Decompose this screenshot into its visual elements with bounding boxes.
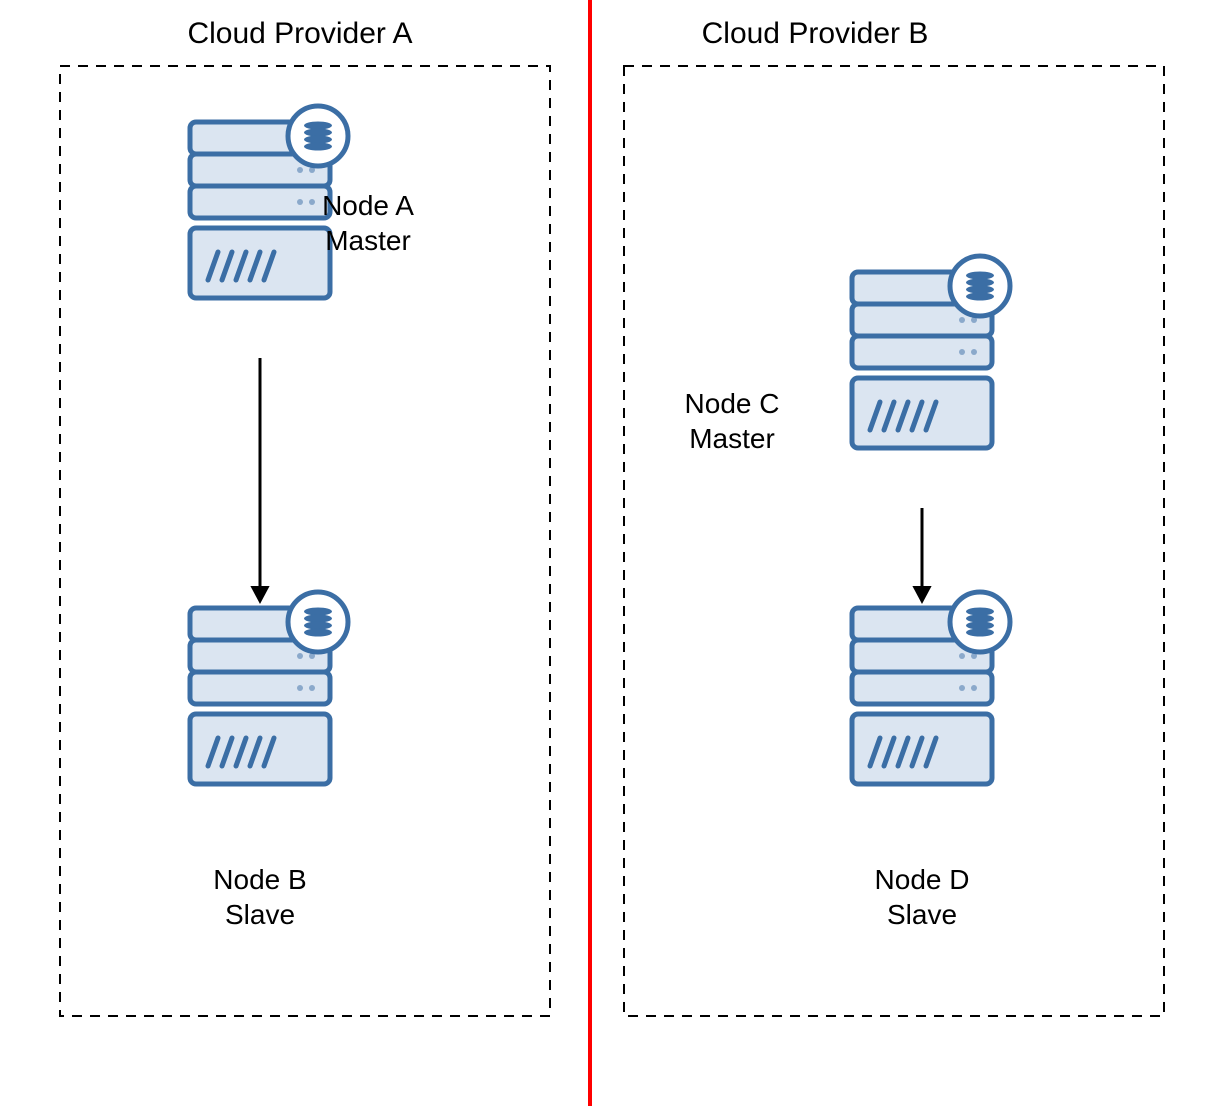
server-nodeD: [852, 592, 1010, 784]
server-nodeB: [190, 592, 348, 784]
diagram-canvas: [0, 0, 1224, 1106]
node-label-nodeA: Node AMaster: [278, 188, 458, 258]
node-label-nodeD: Node DSlave: [832, 862, 1012, 932]
server-nodeC: [852, 256, 1010, 448]
edge-nodeA-nodeB: [250, 358, 269, 604]
node-label-nodeB: Node BSlave: [170, 862, 350, 932]
panel-title-A: Cloud Provider A: [150, 17, 450, 51]
node-label-nodeC: Node CMaster: [642, 386, 822, 456]
panel-title-B: Cloud Provider B: [665, 17, 965, 51]
edge-nodeC-nodeD: [912, 508, 931, 604]
